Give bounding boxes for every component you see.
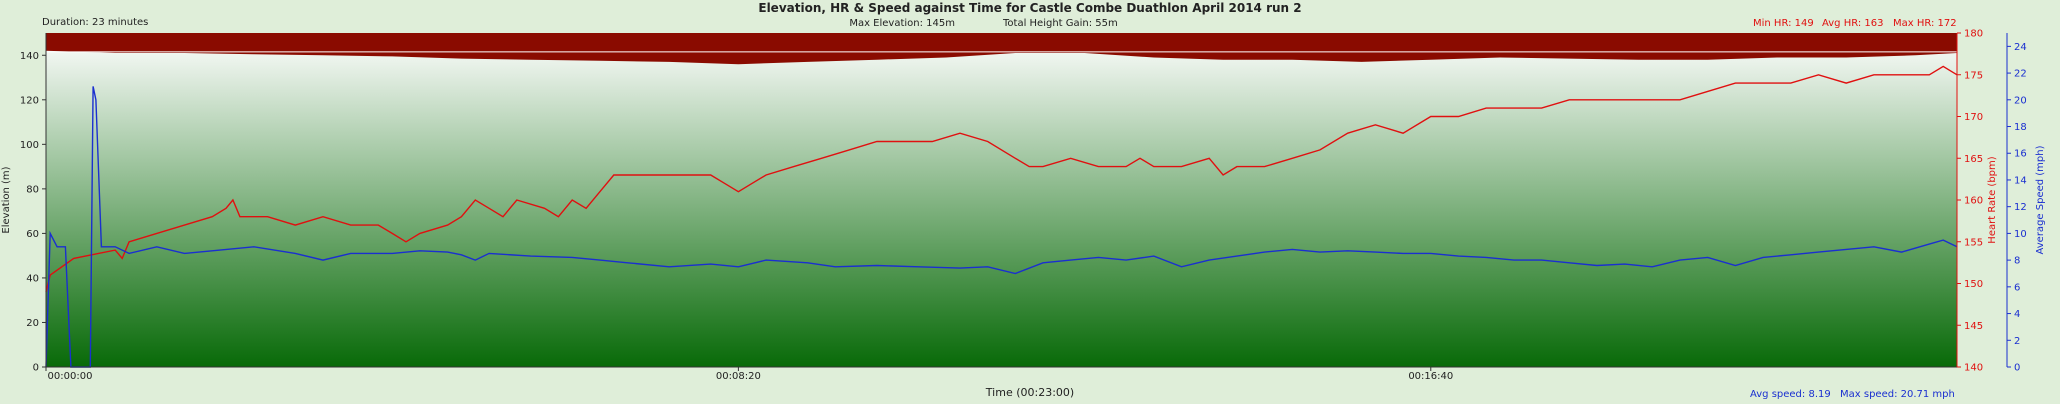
avg-hr-label: Avg HR: 163 <box>1822 18 1884 29</box>
speed-tick-label: 12 <box>2014 202 2027 213</box>
speed-tick-label: 10 <box>2014 229 2027 240</box>
speed-tick-label: 20 <box>2014 95 2027 106</box>
elevation-profile <box>46 33 1957 65</box>
speed-axis-label: Average Speed (mph) <box>2035 145 2046 254</box>
total-height-gain-label: Total Height Gain: 55m <box>1002 18 1118 29</box>
max-hr-label: Max HR: 172 <box>1893 18 1957 29</box>
speed-tick-label: 16 <box>2014 149 2027 160</box>
duration-label: Duration: 23 minutes <box>42 17 148 28</box>
elevation-tick-label: 0 <box>33 363 39 374</box>
hr-tick-label: 155 <box>1964 237 1983 248</box>
speed-tick-label: 24 <box>2014 42 2027 53</box>
hr-tick-label: 145 <box>1964 321 1983 332</box>
hr-axis-label: Heart Rate (bpm) <box>1987 156 1998 243</box>
elevation-tick-label: 120 <box>20 95 39 106</box>
max-elevation-label: Max Elevation: 145m <box>849 18 955 29</box>
elevation-tick-label: 80 <box>26 184 39 195</box>
speed-tick-label: 0 <box>2014 363 2020 374</box>
speed-tick-label: 14 <box>2014 175 2027 186</box>
speed-tick-label: 8 <box>2014 256 2020 267</box>
elevation-tick-label: 60 <box>26 229 39 240</box>
chart-title: Elevation, HR & Speed against Time for C… <box>758 1 1301 15</box>
elevation-tick-label: 140 <box>20 51 39 62</box>
hr-tick-label: 170 <box>1964 112 1983 123</box>
hr-tick-label: 150 <box>1964 279 1983 290</box>
time-tick-label: 00:00:00 <box>48 371 93 382</box>
max-speed-label: Max speed: 20.71 mph <box>1840 389 1955 400</box>
speed-line <box>45 86 1958 368</box>
hr-tick-label: 175 <box>1964 70 1983 81</box>
speed-tick-label: 2 <box>2014 336 2020 347</box>
plot-background <box>46 33 1957 367</box>
speed-tick-label: 4 <box>2014 309 2020 320</box>
hr-tick-label: 165 <box>1964 154 1983 165</box>
time-axis-label: Time (00:23:00) <box>985 386 1074 399</box>
elevation-axis-label: Elevation (m) <box>1 166 12 233</box>
elevation-tick-label: 20 <box>26 318 39 329</box>
speed-tick-label: 6 <box>2014 282 2020 293</box>
speed-tick-label: 18 <box>2014 122 2027 133</box>
heart-rate-line <box>45 65 1958 293</box>
min-hr-label: Min HR: 149 <box>1753 18 1814 29</box>
hr-tick-label: 160 <box>1964 196 1983 207</box>
time-tick-label: 00:16:40 <box>1408 371 1453 382</box>
hr-tick-label: 140 <box>1964 363 1983 374</box>
elevation-tick-label: 100 <box>20 140 39 151</box>
speed-tick-label: 22 <box>2014 69 2027 80</box>
elevation-tick-label: 40 <box>26 273 39 284</box>
time-tick-label: 00:08:20 <box>716 371 761 382</box>
hr-tick-label: 180 <box>1964 29 1983 40</box>
avg-speed-label: Avg speed: 8.19 <box>1750 389 1831 400</box>
